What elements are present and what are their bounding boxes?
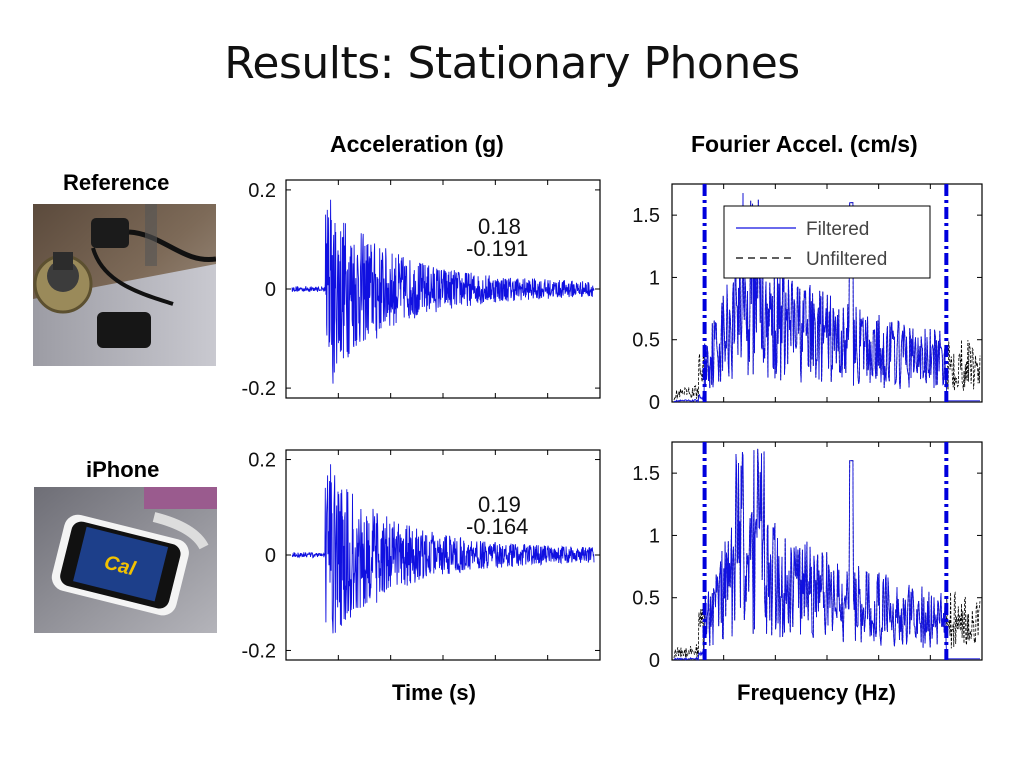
frequency-axis-label: Frequency (Hz) xyxy=(737,680,896,705)
reference-acceleration-ytick-label: 0 xyxy=(265,279,276,301)
iphone-fourier-ytick-label: 0 xyxy=(649,650,660,672)
reference-fourier-legend-filtered-label: Filtered xyxy=(806,219,869,240)
iphone-acceleration-ytick-label: -0.2 xyxy=(242,640,276,662)
iphone-fourier-ytick-label: 1.5 xyxy=(632,463,660,485)
reference-acceleration-peak-max-label: 0.18 xyxy=(478,214,521,239)
reference-row-label: Reference xyxy=(63,170,170,195)
iphone-fourier-plot: 1.5 1 0.5 0 xyxy=(632,441,983,672)
reference-acceleration-signal-line xyxy=(291,199,595,384)
reference-fourier-ytick-label: 1.5 xyxy=(632,205,660,227)
iphone-fourier-ytick-label: 0.5 xyxy=(632,588,660,610)
reference-acceleration-ytick-label: -0.2 xyxy=(242,378,276,400)
reference-fourier-legend-unfiltered-label: Unfiltered xyxy=(806,249,887,270)
reference-fourier-legend-box xyxy=(723,205,931,279)
iphone-acceleration-signal-line xyxy=(291,464,595,634)
reference-acceleration-peak-min-label: -0.191 xyxy=(466,236,528,261)
reference-fourier-plot: 1.5 1 0.5 0 Filtered Unfiltered xyxy=(632,183,983,414)
reference-sensor-image xyxy=(33,204,216,366)
iphone-fourier-filtered-line xyxy=(673,448,980,662)
reference-acceleration-ytick-label: 0.2 xyxy=(248,180,276,202)
fourier-column-header: Fourier Accel. (cm/s) xyxy=(691,131,918,157)
reference-acceleration-plot: 0.2 0 -0.2 0.18-0.191 xyxy=(242,179,601,400)
slide-title: Results: Stationary Phones xyxy=(224,38,800,89)
reference-fourier-ytick-label: 0.5 xyxy=(632,330,660,352)
iphone-photo: Cal xyxy=(34,487,217,633)
iphone-acceleration-peak-max-label: 0.19 xyxy=(478,492,521,517)
reference-fourier-filtered-line xyxy=(673,193,980,404)
iphone-acceleration-plot: 0.2 0 -0.2 0.19-0.164 xyxy=(242,449,601,662)
iphone-image: Cal xyxy=(34,487,217,633)
reference-fourier-ytick-label: 0 xyxy=(649,392,660,414)
iphone-acceleration-peak-min-label: -0.164 xyxy=(466,514,528,539)
reference-sensor-photo xyxy=(33,204,216,366)
iphone-acceleration-ytick-label: 0.2 xyxy=(248,450,276,472)
iphone-acceleration-ytick-label: 0 xyxy=(265,545,276,567)
iphone-fourier-frame xyxy=(671,441,983,661)
reference-fourier-ytick-label: 1 xyxy=(649,267,660,289)
iphone-fourier-ytick-label: 1 xyxy=(649,525,660,547)
iphone-row-label: iPhone xyxy=(86,457,160,482)
acceleration-column-header: Acceleration (g) xyxy=(330,131,504,157)
time-axis-label: Time (s) xyxy=(392,680,476,705)
